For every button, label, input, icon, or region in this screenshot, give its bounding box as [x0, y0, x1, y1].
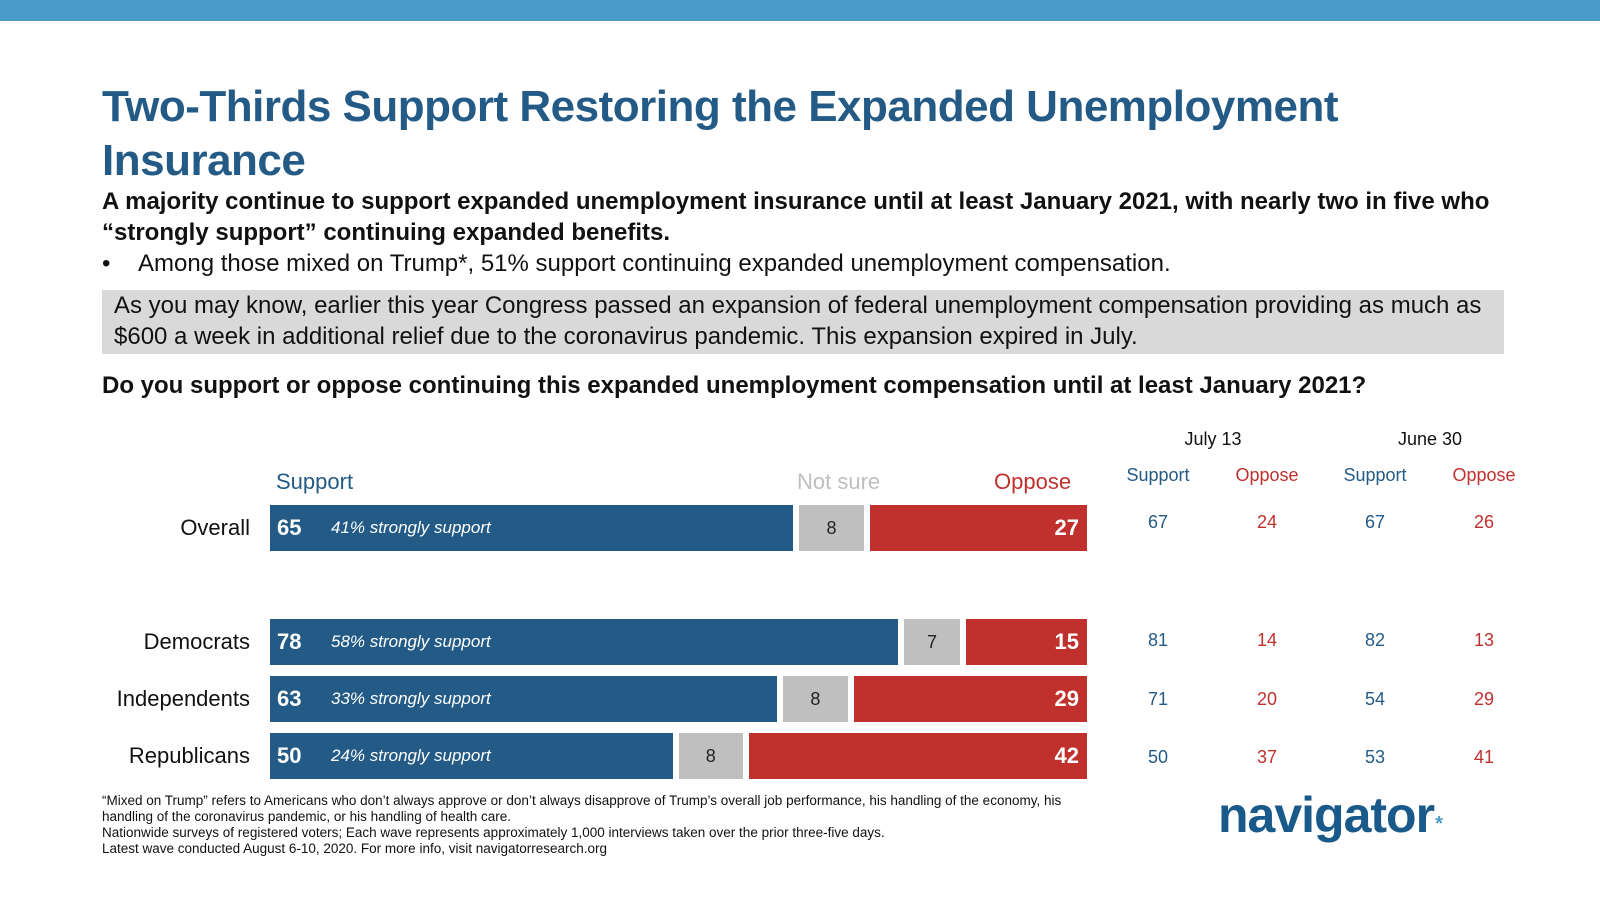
trend-header-oppose: Oppose — [1235, 465, 1299, 485]
trend-support-value: 82 — [1364, 630, 1386, 650]
bar-not-sure: 7 — [903, 619, 961, 665]
bar-not-sure: 8 — [678, 733, 743, 779]
bar-oppose: 42 — [748, 733, 1087, 779]
data-label: 50 — [277, 743, 302, 768]
trend-oppose-value: 37 — [1256, 747, 1278, 767]
category-label: Overall — [180, 515, 250, 540]
trend-support-value: 67 — [1364, 512, 1386, 532]
page-title: Two-Thirds Support Restoring the Expande… — [102, 82, 1339, 185]
navigator-logo: navigator* — [1218, 786, 1443, 844]
footnotes: “Mixed on Trump” refers to Americans who… — [102, 793, 1062, 857]
trend-oppose-value: 29 — [1473, 689, 1495, 709]
strongly-support-label: 24% strongly support — [331, 746, 491, 765]
asterisk-icon: * — [1435, 813, 1443, 835]
data-label: 42 — [1054, 743, 1079, 768]
bar-support: 50 24% strongly support — [270, 733, 673, 779]
footnote-methodology: Nationwide surveys of registered voters;… — [102, 825, 885, 840]
strongly-support-label: 33% strongly support — [331, 689, 491, 708]
trend-header-oppose: Oppose — [1452, 465, 1516, 485]
trend-header-support: Support — [1126, 465, 1190, 485]
category-label: Democrats — [143, 629, 250, 654]
data-label: 8 — [826, 518, 837, 538]
data-label: 8 — [810, 689, 821, 709]
trend-support-value: 54 — [1364, 689, 1386, 709]
bullet-text: Among those mixed on Trump*, 51% support… — [138, 250, 1171, 277]
trend-oppose-value: 13 — [1473, 630, 1495, 650]
bar-oppose: 29 — [853, 676, 1087, 722]
trend-oppose-value: 20 — [1256, 689, 1278, 709]
question-context-text: As you may know, earlier this year Congr… — [114, 292, 1482, 350]
data-label: 65 — [277, 515, 302, 540]
trend-support-value: 53 — [1364, 747, 1386, 767]
bar-not-sure: 8 — [783, 676, 848, 722]
footnote-wave-date: Latest wave conducted August 6-10, 2020.… — [102, 841, 608, 856]
category-label: Independents — [116, 686, 250, 711]
bullet-icon: • — [102, 250, 111, 277]
bar-not-sure: 8 — [799, 505, 864, 551]
subtitle: A majority continue to support expanded … — [102, 188, 1490, 246]
trend-oppose-value: 14 — [1256, 630, 1278, 650]
category-label: Republicans — [128, 743, 250, 768]
trend-support-value: 67 — [1147, 512, 1169, 532]
data-label: 29 — [1054, 686, 1079, 711]
data-label: 7 — [927, 632, 938, 652]
trend-oppose-value: 26 — [1473, 512, 1495, 532]
footnote-mixed-on-trump: “Mixed on Trump” refers to Americans who… — [102, 793, 1062, 824]
strongly-support-label: 58% strongly support — [331, 632, 491, 651]
trend-wave-date: June 30 — [1397, 429, 1463, 449]
legend-oppose: Oppose — [994, 469, 1072, 494]
question-context-box: As you may know, earlier this year Congr… — [102, 290, 1504, 354]
trend-oppose-value: 41 — [1473, 747, 1495, 767]
data-label: 78 — [277, 629, 302, 654]
data-label: 27 — [1054, 515, 1079, 540]
bar-oppose: 15 — [966, 619, 1087, 665]
survey-question: Do you support or oppose continuing this… — [102, 372, 1367, 399]
trend-wave-date: July 13 — [1184, 429, 1242, 449]
data-label: 15 — [1054, 629, 1079, 654]
legend-not-sure: Not sure — [797, 469, 881, 494]
bar-support: 78 58% strongly support — [270, 619, 898, 665]
logo-text: navigator — [1218, 787, 1435, 843]
bar-support: 65 41% strongly support — [270, 505, 794, 551]
trend-support-value: 81 — [1147, 630, 1169, 650]
trend-support-value: 71 — [1147, 689, 1169, 709]
strongly-support-label: 41% strongly support — [331, 518, 491, 537]
legend-support: Support — [276, 469, 354, 494]
trend-header-support: Support — [1343, 465, 1407, 485]
data-label: 63 — [277, 686, 302, 711]
data-label: 8 — [705, 746, 716, 766]
trend-oppose-value: 24 — [1256, 512, 1278, 532]
bullet-point: • Among those mixed on Trump*, 51% suppor… — [102, 248, 1171, 279]
trend-support-value: 50 — [1147, 747, 1169, 767]
bar-oppose: 27 — [869, 505, 1087, 551]
bar-support: 63 33% strongly support — [270, 676, 778, 722]
top-accent-bar — [0, 0, 1600, 21]
